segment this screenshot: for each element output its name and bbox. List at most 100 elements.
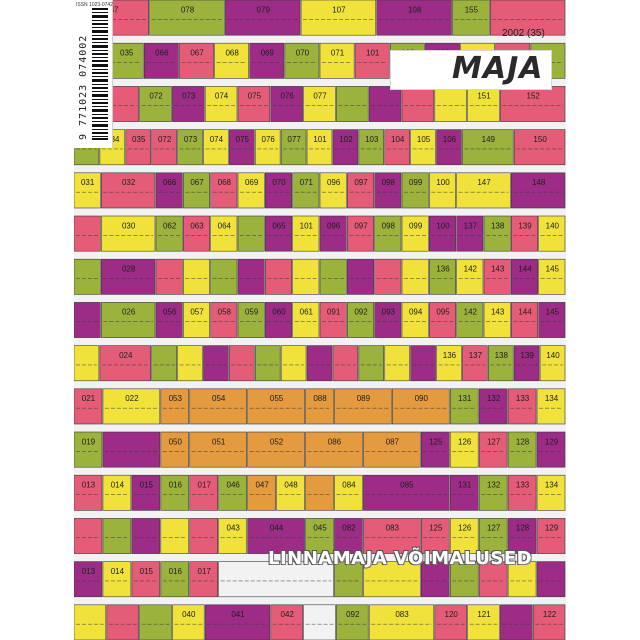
apartment-block (410, 345, 436, 382)
apartment-block (247, 388, 305, 425)
apartment-number: 045 (313, 524, 327, 533)
apartment-unit: 103 (358, 129, 385, 166)
apartment-block (434, 86, 467, 122)
apartment-unit: 016 (160, 561, 190, 598)
apartment-unit: 064 (210, 215, 238, 252)
apartment-unit: 067 (183, 172, 210, 209)
apartment-unit: 149 (462, 129, 514, 166)
apartment-block (319, 42, 355, 79)
apartment-block (363, 431, 421, 468)
apartment-number: 067 (190, 49, 204, 58)
apartment-unit: 151 (467, 86, 500, 122)
apartment-unit: 143 (483, 302, 511, 338)
apartment-number: 016 (169, 481, 183, 490)
apartment-block (358, 345, 385, 382)
apartment-unit (183, 258, 210, 295)
apartment-block (478, 561, 508, 598)
apartment-block (488, 345, 514, 382)
apartment-number: 076 (281, 92, 295, 101)
apartment-unit: 070 (265, 172, 292, 209)
apartment-number: 101 (300, 221, 314, 230)
apartment-block (102, 388, 161, 425)
apartment-unit: 028 (101, 258, 156, 295)
apartment-block (483, 302, 511, 338)
apartment-number: 139 (520, 351, 534, 360)
apartment-block (214, 42, 250, 79)
apartment-unit (319, 258, 347, 295)
apartment-number: 026 (122, 308, 136, 317)
apartment-number: 152 (527, 92, 541, 101)
apartment-block (332, 129, 359, 166)
apartment-unit: 061 (292, 302, 320, 338)
apartment-unit: 014 (102, 474, 132, 511)
apartment-number: 073 (182, 92, 196, 101)
apartment-number: 104 (391, 135, 405, 144)
apartment-block (101, 215, 156, 252)
apartment-block (305, 431, 363, 468)
apartment-number: 120 (445, 610, 459, 619)
apartment-block (536, 431, 566, 468)
apartment-unit: 075 (229, 129, 255, 166)
apartment-unit (160, 518, 190, 554)
apartment-unit: 073 (177, 129, 203, 166)
apartment-unit: 132 (478, 474, 508, 511)
apartment-block (102, 561, 132, 598)
apartment-unit: 126 (449, 431, 479, 468)
floor-plan: 0370780791071081550340350660670680690700… (74, 0, 566, 640)
apartment-number: 151 (477, 92, 491, 101)
apartment-number: 072 (149, 92, 163, 101)
apartment-block (172, 604, 205, 640)
apartment-block (374, 258, 402, 295)
apartment-unit: 128 (507, 518, 537, 554)
apartment-block (160, 431, 190, 468)
apartment-block (347, 302, 374, 338)
apartment-block (368, 86, 402, 122)
apartment-unit: 065 (265, 215, 292, 252)
apartment-unit (336, 86, 369, 122)
apartment-unit (363, 561, 421, 598)
apartment-number: 060 (272, 308, 286, 317)
apartment-block (160, 561, 190, 598)
apartment-block (131, 518, 161, 554)
apartment-number: 133 (516, 481, 530, 490)
apartment-block (101, 172, 156, 209)
apartment-unit: 089 (334, 388, 392, 425)
apartment-unit (490, 0, 566, 36)
apartment-block (401, 215, 429, 252)
apartment-block (319, 172, 347, 209)
apartment-unit: 133 (507, 474, 537, 511)
apartment-number: 086 (328, 437, 342, 446)
apartment-number: 085 (400, 481, 414, 490)
apartment-unit: 032 (101, 172, 156, 209)
apartment-unit (203, 345, 229, 382)
apartment-unit: 101 (306, 129, 333, 166)
apartment-unit (177, 345, 203, 382)
apartment-unit: 137 (462, 345, 488, 382)
apartment-number: 014 (111, 481, 125, 490)
apartment-number: 149 (482, 135, 496, 144)
apartment-block (483, 215, 511, 252)
apartment-unit (218, 561, 334, 598)
apartment-unit: 053 (160, 388, 190, 425)
apartment-block (467, 86, 500, 122)
apartment-unit: 035 (108, 42, 144, 79)
apartment-block (172, 86, 205, 122)
apartment-unit: 077 (303, 86, 336, 122)
barcode-icon (92, 8, 108, 140)
apartment-block (270, 86, 303, 122)
apartment-block (420, 561, 450, 598)
apartment-block (265, 302, 292, 338)
apartment-block (74, 431, 103, 468)
apartment-unit: 121 (467, 604, 500, 640)
apartment-block (511, 302, 538, 338)
apartment-unit (401, 258, 429, 295)
apartment-block (507, 474, 537, 511)
apartment-number: 127 (487, 437, 501, 446)
apartment-block (183, 258, 210, 295)
apartment-unit (536, 561, 566, 598)
apartment-number: 035 (132, 135, 146, 144)
apartment-number: 106 (443, 135, 457, 144)
apartment-block (401, 258, 429, 295)
apartment-number: 121 (477, 610, 491, 619)
apartment-unit: 125 (420, 431, 450, 468)
